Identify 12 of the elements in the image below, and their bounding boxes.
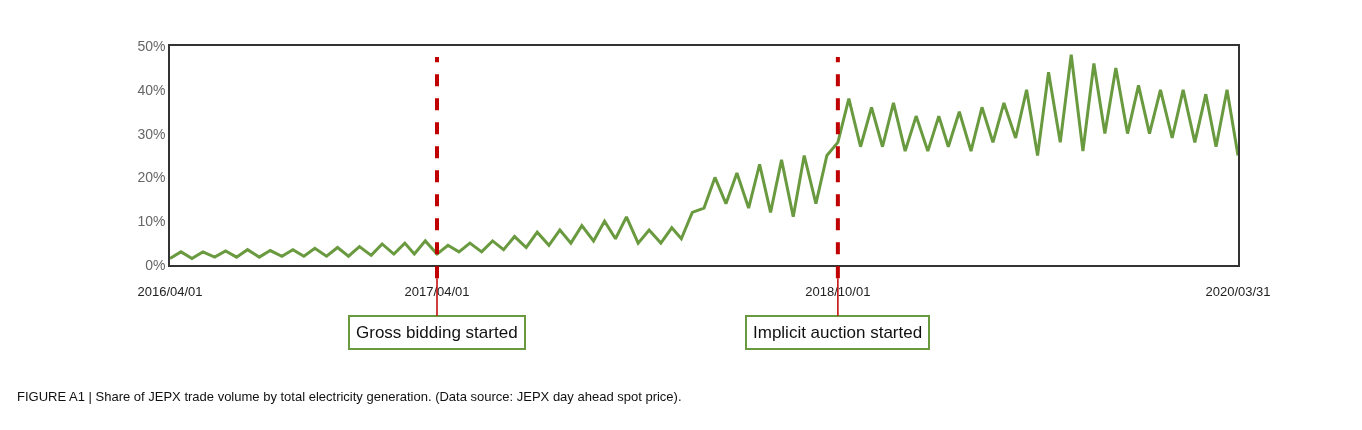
caption: FIGURE A1 | Share of JEPX trade volume by total electricity generation. (Data source: JEPX day ahead spot price).: [17, 389, 682, 404]
y-tick-label: 0%: [145, 256, 166, 273]
y-tick-label: 40%: [137, 81, 166, 98]
y-tick-label: 30%: [137, 125, 166, 142]
ref-line-label: Implicit auction started: [753, 323, 923, 342]
ref-line-label: Gross bidding started: [356, 323, 518, 342]
x-tick-label: 2016/04/01: [137, 284, 203, 300]
line-series: [170, 53, 1238, 260]
y-tick-label: 10%: [137, 213, 166, 230]
y-tick-label: 20%: [137, 169, 166, 186]
y-tick-label: 50%: [137, 37, 166, 54]
x-tick-label: 2020/03/31: [1205, 284, 1271, 300]
